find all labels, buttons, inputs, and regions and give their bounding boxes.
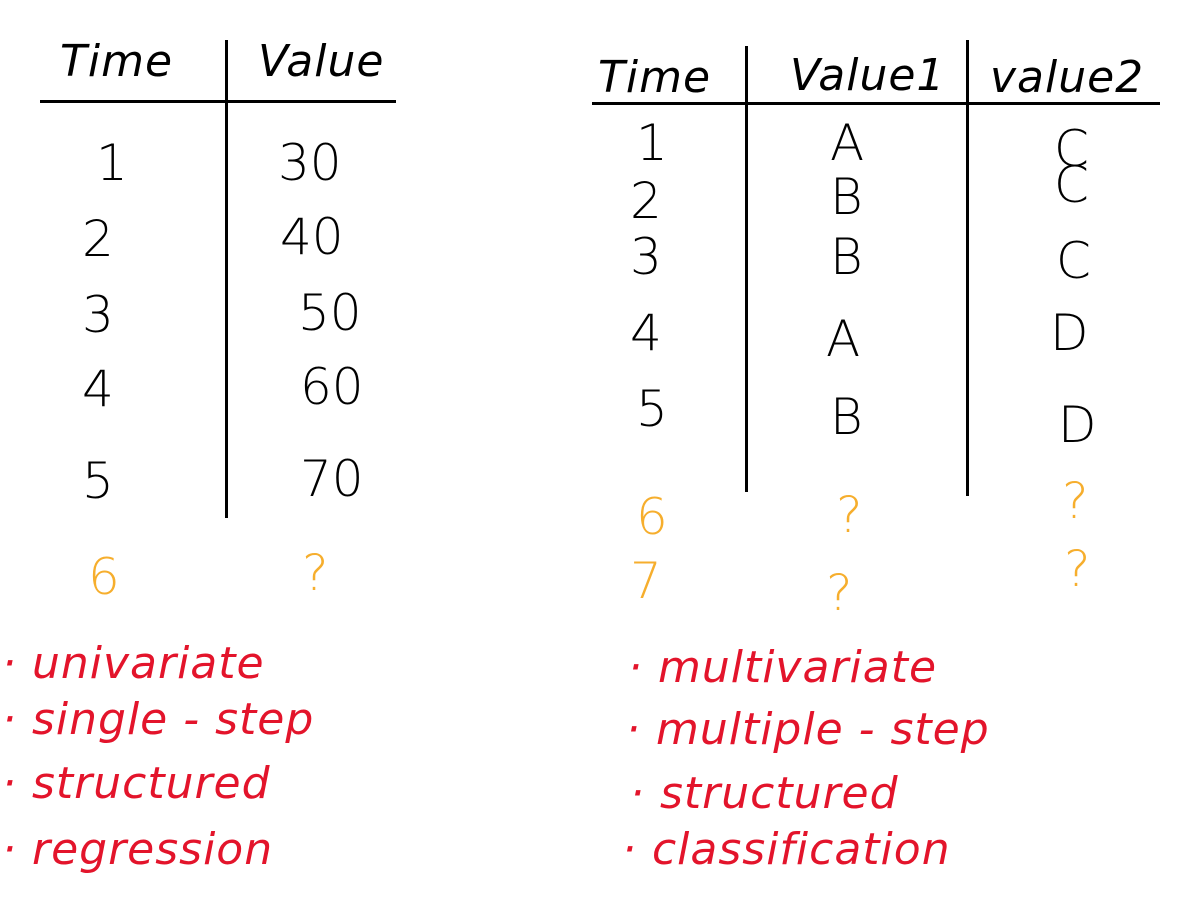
right-value2-cell: D [1050, 304, 1089, 362]
right-time-cell: 2 [630, 172, 662, 230]
right-header-time: Time [598, 52, 712, 103]
left-header-time: Time [60, 36, 174, 87]
right-forecast-time: 7 [630, 552, 662, 610]
right-forecast-value1: ? [826, 564, 853, 622]
right-value2-cell: C [1054, 120, 1089, 178]
left-time-cell: 1 [96, 134, 128, 192]
right-time-cell: 4 [630, 304, 662, 362]
right-forecast-value2: ? [1062, 472, 1089, 530]
right-note: · structured [630, 768, 899, 819]
left-time-cell: 5 [82, 452, 114, 510]
right-value1-cell: A [826, 310, 861, 368]
right-note: · multivariate [628, 642, 938, 693]
left-value-cell: 30 [278, 134, 342, 192]
left-forecast-value: ? [302, 544, 329, 602]
right-time-cell: 5 [636, 380, 668, 438]
left-value-cell: 60 [300, 358, 364, 416]
left-header-value: Value [258, 36, 385, 87]
left-value-cell: 70 [300, 450, 364, 508]
left-note: · structured [2, 758, 271, 809]
right-note: · classification [622, 824, 951, 875]
right-value1-cell: B [830, 228, 863, 286]
right-forecast-value2: ? [1064, 540, 1091, 598]
right-column-divider [745, 46, 748, 492]
left-time-cell: 2 [82, 210, 114, 268]
left-value-cell: 40 [280, 208, 344, 266]
right-note: · multiple - step [626, 704, 990, 755]
left-note: · univariate [2, 638, 265, 689]
right-time-cell: 1 [636, 114, 668, 172]
right-value1-cell: B [830, 388, 863, 446]
right-value1-cell: A [830, 114, 865, 172]
left-value-cell: 50 [298, 284, 362, 342]
right-header-value2: value2 [990, 52, 1145, 103]
right-header-value1: Value1 [790, 50, 946, 101]
left-column-divider [225, 40, 228, 518]
right-header-rule [592, 102, 1160, 105]
right-column-divider [966, 40, 969, 496]
right-value2-cell: C [1054, 156, 1089, 214]
left-forecast-time: 6 [88, 548, 120, 606]
left-note: · regression [2, 824, 274, 875]
right-value1-cell: B [830, 168, 863, 226]
left-header-rule [40, 100, 396, 103]
left-time-cell: 3 [82, 286, 114, 344]
right-value2-cell: D [1058, 396, 1097, 454]
right-value2-cell: C [1056, 232, 1091, 290]
right-forecast-value1: ? [836, 486, 863, 544]
right-forecast-time: 6 [636, 488, 668, 546]
right-time-cell: 3 [630, 228, 662, 286]
left-note: · single - step [2, 694, 315, 745]
left-time-cell: 4 [82, 360, 114, 418]
